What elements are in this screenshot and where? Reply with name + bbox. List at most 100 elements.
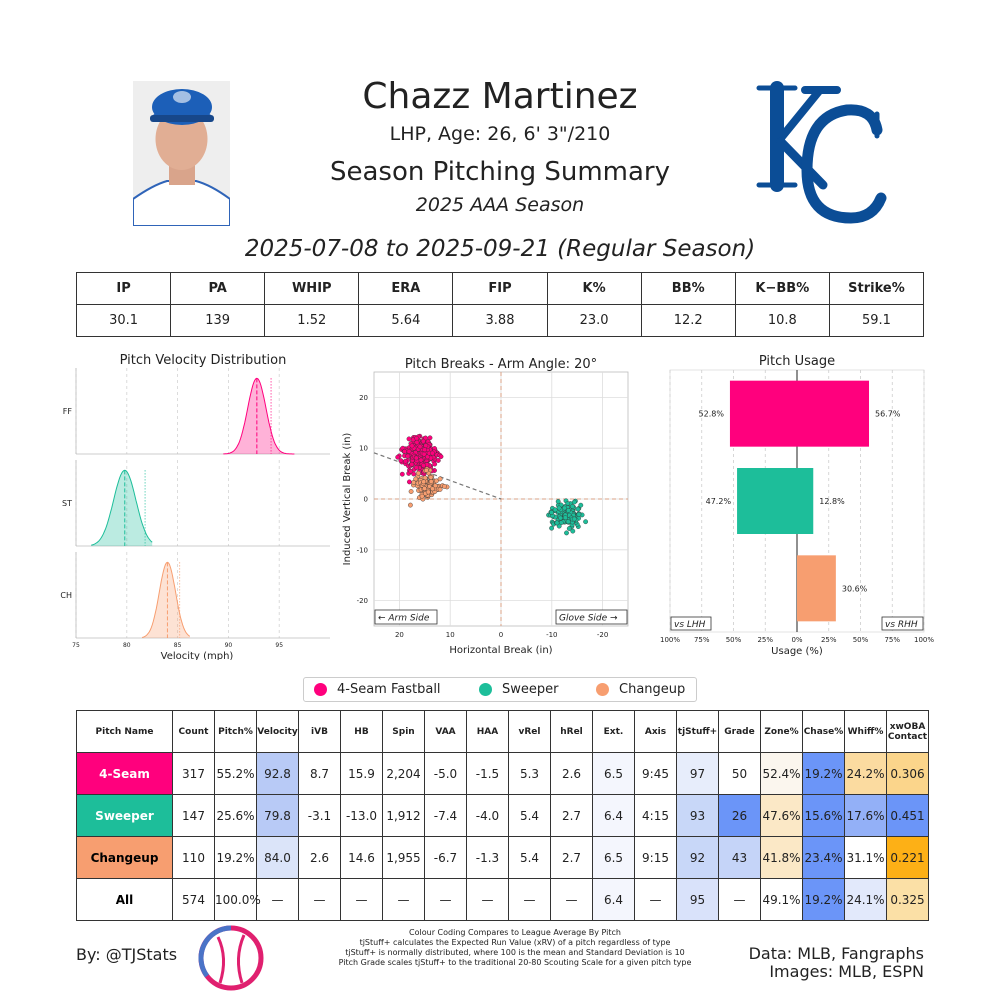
- arm-side-label: ← Arm Side: [378, 614, 430, 624]
- lhh-label: vs LHH: [674, 620, 706, 630]
- methodology-notes: Colour Coding Compares to League Average…: [300, 928, 730, 968]
- break-point: [413, 465, 419, 471]
- player-headshot: [132, 81, 231, 227]
- table-cell: 14.6: [340, 836, 383, 879]
- table-cell: 26: [718, 794, 761, 837]
- table-cell: 15.6%: [802, 794, 845, 837]
- usage-label-rhh: 56.7%: [875, 410, 901, 419]
- y-tick-label: 20: [359, 394, 368, 402]
- table-cell: -4.0: [466, 794, 509, 837]
- x-axis-label: Horizontal Break (in): [449, 645, 552, 656]
- break-point: [583, 519, 589, 525]
- usage-bar-lhh: [729, 380, 797, 447]
- table-cell: 50: [718, 752, 761, 795]
- table-cell: —: [424, 878, 467, 921]
- data-source: Data: MLB, Fangraphs: [748, 944, 924, 963]
- legend-swatch: [314, 683, 327, 696]
- stat-header: K%: [546, 272, 642, 305]
- x-tick-label: 80: [123, 642, 131, 649]
- column-header: Axis: [634, 710, 677, 753]
- tjstats-logo: [198, 925, 264, 991]
- table-cell: 17.6%: [844, 794, 887, 837]
- break-point: [562, 505, 567, 511]
- density-area: [223, 378, 295, 454]
- stat-header: IP: [75, 272, 172, 305]
- break-point: [424, 468, 429, 473]
- break-point: [571, 516, 577, 522]
- table-cell: 147: [172, 794, 215, 837]
- break-point: [565, 507, 571, 513]
- x-tick-label: 50%: [853, 636, 869, 644]
- break-point: [414, 439, 420, 445]
- column-header: xwOBA Contact: [886, 710, 929, 753]
- image-source: Images: MLB, ESPN: [769, 962, 924, 981]
- break-point: [402, 449, 408, 454]
- break-point: [409, 461, 415, 467]
- break-point: [576, 511, 582, 517]
- usage-label-rhh: 12.8%: [819, 497, 845, 506]
- break-point: [442, 483, 447, 489]
- break-point: [428, 475, 434, 480]
- pitch-name-cell: Changeup: [76, 836, 173, 879]
- x-tick-label: 90: [225, 642, 233, 649]
- table-cell: —: [382, 878, 425, 921]
- table-cell: 4:15: [634, 794, 677, 837]
- table-cell: 19.2%: [802, 878, 845, 921]
- table-cell: 49.1%: [760, 878, 803, 921]
- note-line: tjStuff+ calculates the Expected Run Val…: [359, 938, 671, 947]
- break-point: [408, 469, 414, 474]
- stat-header: FIP: [452, 272, 548, 305]
- table-cell: 19.2%: [214, 836, 257, 879]
- table-cell: —: [508, 878, 551, 921]
- column-header: hRel: [550, 710, 593, 753]
- pitch-name-cell: Sweeper: [76, 794, 173, 837]
- column-header: Whiff%: [844, 710, 887, 753]
- rhh-label: vs RHH: [885, 620, 918, 630]
- x-tick-label: 75%: [694, 636, 710, 644]
- table-cell: —: [718, 878, 761, 921]
- table-cell: 92: [676, 836, 719, 879]
- usage-label-lhh: 52.8%: [699, 410, 725, 419]
- usage-bar-rhh: [797, 468, 814, 534]
- column-header: HAA: [466, 710, 509, 753]
- table-cell: 23.4%: [802, 836, 845, 879]
- table-row: Sweeper 147 25.6% 79.8 -3.1 -13.0 1,912 -7.4 -4.…: [76, 794, 929, 837]
- break-point: [432, 461, 438, 467]
- column-header: Pitch%: [214, 710, 257, 753]
- table-row: Changeup 110 19.2% 84.0 2.6 14.6 1,955 -6.7 -1.3…: [76, 836, 929, 879]
- column-header: Velocity: [256, 710, 299, 753]
- y-tick-label: 0: [364, 496, 368, 504]
- legend-item-fastball: 4-Seam Fastball: [314, 682, 441, 697]
- x-tick-label: 85: [174, 642, 182, 649]
- stat-header: K−BB%: [734, 272, 830, 305]
- table-cell: 47.6%: [760, 794, 803, 837]
- season-stats-header-row: IP PA WHIP ERA FIP K% BB% K−BB% Strike%: [75, 272, 925, 305]
- season-stats-value-row: 30.1 139 1.52 5.64 3.88 23.0 12.2 10.8 5…: [75, 304, 925, 337]
- stat-value: 1.52: [264, 304, 360, 337]
- break-point: [558, 515, 563, 521]
- column-header: Chase%: [802, 710, 845, 753]
- legend-swatch: [596, 683, 609, 696]
- break-point: [419, 493, 425, 499]
- table-row: All 574 100.0% — — — — — — — —6.4—95—49.1% 19.2% 24.…: [76, 878, 929, 921]
- table-cell: 19.2%: [802, 752, 845, 795]
- break-point: [562, 515, 568, 521]
- stat-header: WHIP: [264, 272, 360, 305]
- table-cell: 97: [676, 752, 719, 795]
- column-header: Pitch Name: [76, 710, 173, 753]
- x-tick-label: 50%: [726, 636, 742, 644]
- table-cell: 5.4: [508, 794, 551, 837]
- usage-bar-lhh: [737, 468, 797, 534]
- table-cell: —: [634, 878, 677, 921]
- break-point: [556, 505, 562, 511]
- break-point: [566, 526, 572, 531]
- usage-bar-rhh: [797, 555, 836, 622]
- break-point: [417, 444, 423, 450]
- pitch-name-cell: All: [76, 878, 173, 921]
- table-cell: 52.4%: [760, 752, 803, 795]
- table-cell: 5.3: [508, 752, 551, 795]
- break-point: [430, 450, 435, 456]
- table-cell: 2.6: [550, 752, 593, 795]
- table-cell: -5.0: [424, 752, 467, 795]
- break-point: [416, 470, 421, 476]
